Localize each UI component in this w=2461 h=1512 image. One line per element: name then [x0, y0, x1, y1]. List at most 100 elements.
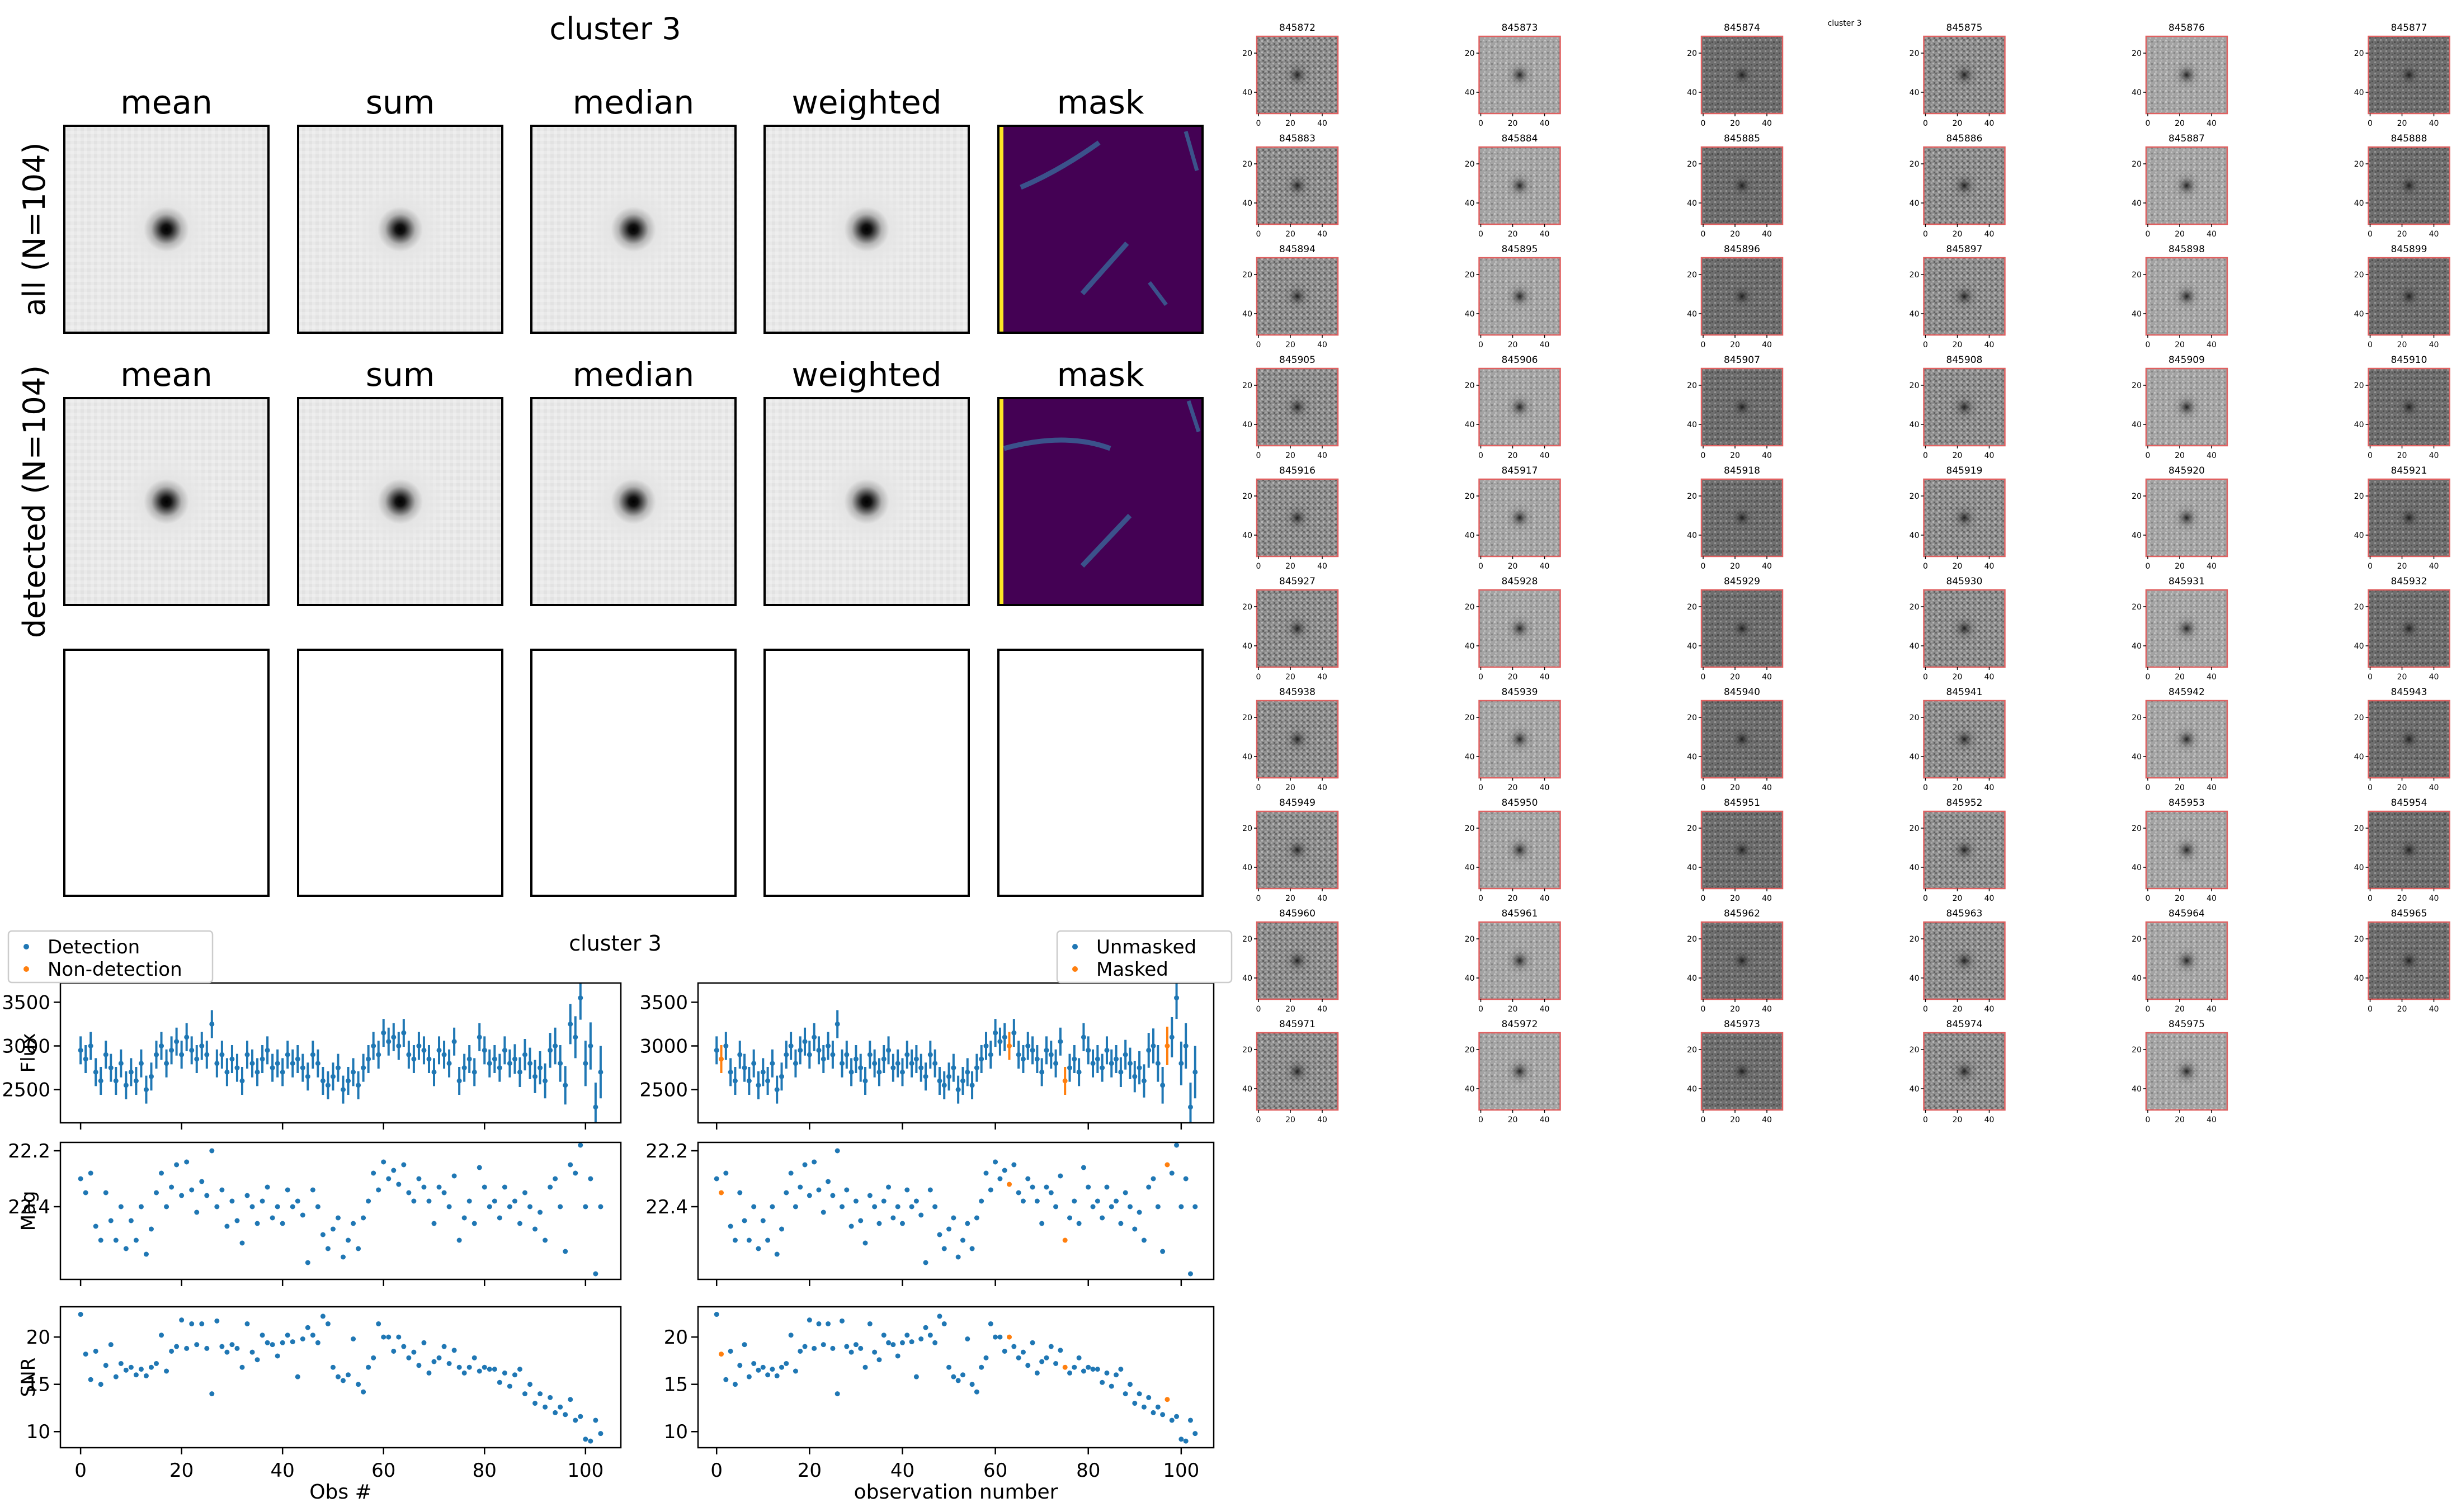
cutout-panel: [763, 125, 970, 334]
y-tick-label: 3000: [639, 1036, 688, 1058]
stamp-psf: [1283, 946, 1312, 975]
data-point: [108, 1218, 114, 1223]
stamp-x-tick-label: 0: [1923, 673, 1928, 682]
data-point: [143, 1251, 149, 1257]
panel-title: weighted: [791, 83, 941, 121]
y-tick-label: 2500: [2, 1079, 50, 1102]
data-point: [366, 1056, 371, 1062]
stamp-y-tick-label: 20: [2132, 492, 2142, 501]
stamp-frame: [1923, 1032, 2006, 1111]
stamp-y-tick-label: 20: [1242, 824, 1252, 833]
data-point: [774, 1373, 780, 1378]
data-point: [335, 1065, 341, 1071]
data-point: [1048, 1052, 1054, 1057]
data-point: [517, 1069, 522, 1075]
data-point: [746, 1237, 752, 1243]
stamp-x-tick-label: 40: [1540, 1005, 1550, 1014]
stamp-y-tick-label: 40: [1465, 863, 1475, 872]
data-point: [881, 1333, 887, 1338]
data-point: [1104, 1370, 1110, 1376]
stamp-title: 845888: [2391, 133, 2427, 144]
stamp-title: 845950: [1502, 797, 1538, 809]
stamp-psf: [1950, 282, 1979, 311]
stamp-y-tick-label: 40: [1242, 199, 1252, 208]
data-point: [123, 1246, 129, 1251]
data-point: [1025, 1043, 1031, 1048]
stamp-x-tick-label: 20: [1285, 119, 1295, 128]
data-point: [941, 1246, 947, 1251]
stamp-x-tick-label: 0: [1256, 341, 1261, 349]
stamp-panel: 845917 20 40 0 20 40: [1465, 465, 1561, 571]
cutout-panel: [297, 649, 503, 897]
data-point: [1118, 1069, 1124, 1075]
stamp-title: 845899: [2391, 244, 2427, 255]
data-point: [83, 1056, 88, 1062]
stamp-frame: [1923, 478, 2006, 557]
stamp-x-tick-label: 20: [1953, 673, 1963, 682]
data-point: [386, 1334, 392, 1340]
stamp-title: 845873: [1502, 22, 1538, 34]
stamp-panel: 845909 20 40 0 20 40: [2132, 355, 2228, 460]
mask-streak: [1003, 437, 1111, 451]
data-point: [113, 1237, 119, 1243]
data-point: [406, 1190, 412, 1196]
data-point: [1187, 1418, 1193, 1423]
data-point: [909, 1061, 914, 1066]
data-point: [1011, 1344, 1017, 1349]
data-point: [839, 1204, 845, 1209]
stamp-x-tick-label: 40: [1317, 119, 1327, 128]
data-point: [1183, 1438, 1189, 1444]
data-point: [909, 1204, 914, 1209]
stamp-frame: [2368, 367, 2450, 447]
data-point: [993, 1030, 998, 1036]
data-point: [310, 1052, 315, 1057]
panel-frame: [530, 649, 737, 897]
data-point: [461, 1370, 467, 1376]
stamp-x-tick-label: 20: [2175, 894, 2185, 903]
data-point: [477, 1368, 482, 1374]
data-point: [1020, 1349, 1026, 1355]
data-point: [532, 1401, 538, 1406]
data-point: [244, 1052, 250, 1057]
stamp-y-tick-label: 20: [1910, 824, 1920, 833]
stamp-x-tick-label: 0: [2368, 673, 2373, 682]
data-point: [174, 1039, 180, 1045]
data-point: [204, 1052, 210, 1057]
data-point: [502, 1184, 507, 1190]
stamp-x-tick-label: 0: [1701, 673, 1706, 682]
stamp-x-tick-label: 40: [1984, 1005, 1995, 1014]
data-point: [451, 1348, 457, 1353]
data-point: [351, 1221, 356, 1226]
stamp-title: 845951: [1724, 797, 1760, 809]
stamp-y-tick-label: 20: [2132, 160, 2142, 169]
data-point: [421, 1047, 427, 1053]
data-point: [983, 1355, 989, 1360]
stamp-x-tick-label: 40: [2207, 894, 2217, 903]
stamp-panel: 845895 20 40 0 20 40: [1465, 244, 1561, 349]
stamp-x-tick-label: 0: [1923, 562, 1928, 571]
data-point: [714, 1047, 719, 1053]
stamp-panel: 845898 20 40 0 20 40: [2132, 244, 2228, 349]
stamp-panel: 845974 20 40 0 20 40: [1910, 1019, 2006, 1124]
data-point: [1132, 1226, 1138, 1232]
data-point: [341, 1378, 346, 1383]
legend-marker: [1072, 966, 1078, 972]
data-point: [895, 1353, 901, 1359]
data-point: [456, 1364, 462, 1370]
stamp-frame: [1923, 810, 2006, 890]
stamp-x-tick-label: 20: [1508, 562, 1518, 571]
stamp-x-tick-label: 40: [2207, 1116, 2217, 1124]
data-point: [229, 1056, 235, 1062]
stamp-x-tick-label: 20: [1730, 119, 1740, 128]
data-point: [351, 1336, 356, 1342]
stamp-psf: [1283, 171, 1312, 200]
stamp-y-tick-label: 20: [1465, 160, 1475, 169]
data-point: [305, 1325, 310, 1330]
stamp-y-tick-label: 20: [1687, 824, 1697, 833]
stamp-x-tick-label: 40: [2207, 673, 2217, 682]
data-point: [742, 1065, 747, 1071]
stamp-frame: [1700, 257, 1784, 336]
stamp-title: 845928: [1502, 576, 1538, 587]
stamp-x-tick-label: 20: [2175, 1005, 2185, 1014]
stamp-y-tick-label: 40: [1465, 310, 1475, 319]
